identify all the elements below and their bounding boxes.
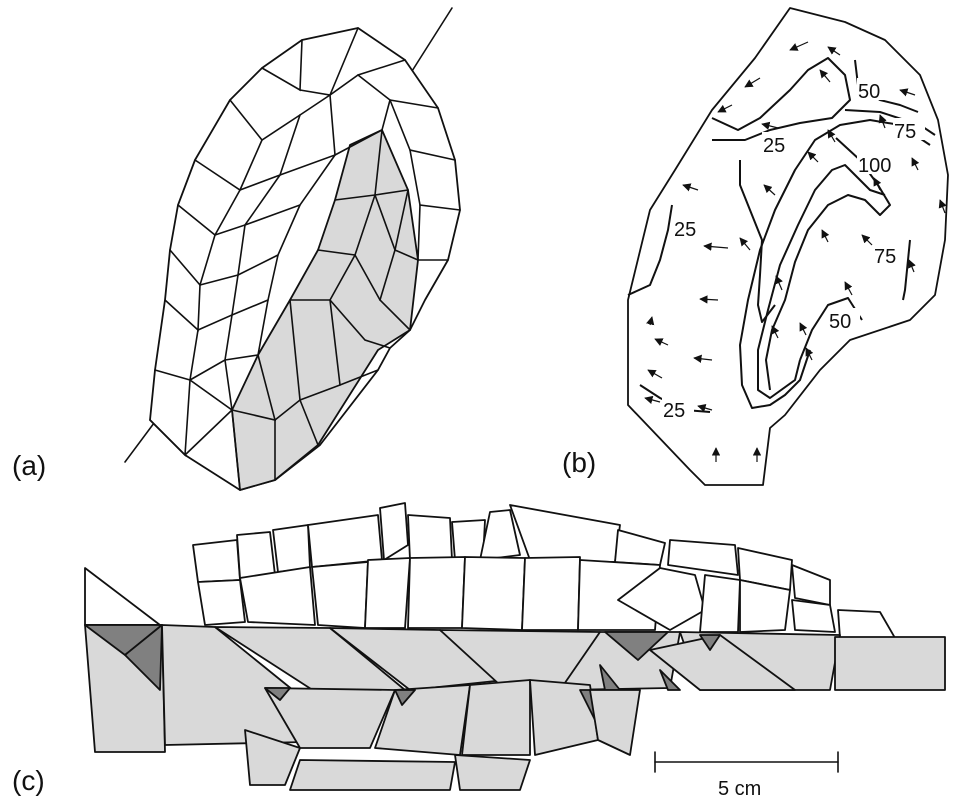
displacement-arrows [644,41,947,462]
contour-label: 100 [858,155,891,177]
panel-a-label: (a) [12,450,46,481]
contour-50-lower [799,297,863,361]
contour-label: 25 [663,400,685,422]
contour-label: 75 [894,121,916,143]
contour-label: 75 [874,246,896,268]
contour-25-upper [711,57,851,141]
mesh-grid-lines [149,27,461,491]
scale-bar: 5 cm [654,751,839,800]
contour-100-inner [757,164,886,399]
contour-100-outer [739,119,931,409]
contour-label: 25 [674,219,696,241]
contour-100-hook [765,137,891,391]
panel-c-unfolded-blocks: 5 cm (c) [12,502,946,800]
contour-label: 25 [763,135,785,157]
contour-75-lower [902,239,911,301]
contour-label: 50 [858,81,880,103]
contour-25-mid [739,160,776,323]
contour-25-left [627,204,673,296]
panel-c-label: (c) [12,765,45,796]
left-wedge-block [84,567,161,626]
scale-bar-label: 5 cm [718,778,761,800]
lower-shaded-blocks [244,679,641,791]
lower-shaded-layer [84,624,946,753]
panel-b-contour-map: 50 75 25 100 25 75 50 25 [562,7,949,486]
upper-block-row-2 [197,556,896,639]
panel-b-label: (b) [562,447,596,478]
panel-a-fold-mesh: (a) [12,7,461,491]
contour-label: 50 [829,311,851,333]
